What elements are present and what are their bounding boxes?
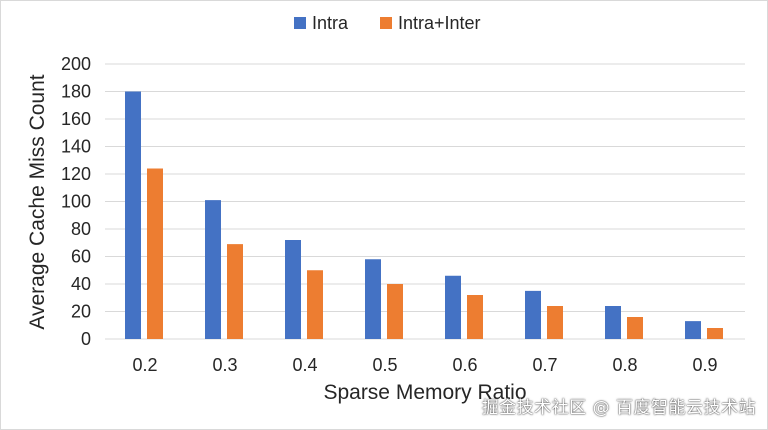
x-tick-label: 0.4 — [292, 355, 317, 375]
x-tick-label: 0.7 — [532, 355, 557, 375]
bars — [125, 91, 723, 339]
bar-intra-inter-0.7 — [547, 306, 563, 339]
bar-intra-0.4 — [285, 240, 301, 339]
legend: Intra Intra+Inter — [294, 13, 481, 33]
y-tick-label: 200 — [61, 54, 91, 74]
bar-intra-inter-0.6 — [467, 295, 483, 339]
y-tick-label: 180 — [61, 82, 91, 102]
x-tick-label: 0.6 — [452, 355, 477, 375]
x-tick-label: 0.5 — [372, 355, 397, 375]
bar-intra-inter-0.3 — [227, 244, 243, 339]
bar-intra-0.3 — [205, 200, 221, 339]
x-tick-label: 0.8 — [612, 355, 637, 375]
y-tick-label: 0 — [81, 329, 91, 349]
y-tick-label: 100 — [61, 192, 91, 212]
y-tick-label: 40 — [71, 274, 91, 294]
legend-label: Intra+Inter — [398, 13, 481, 33]
bar-intra-inter-0.2 — [147, 168, 163, 339]
x-tick-labels: 0.2 0.3 0.4 0.5 0.6 0.7 0.8 0.9 — [132, 355, 717, 375]
x-axis-label: Sparse Memory Ratio — [323, 381, 526, 404]
watermark: 掘金技术社区 @ 百度智能云技术站 — [481, 398, 756, 418]
x-tick-label: 0.3 — [212, 355, 237, 375]
bar-intra-0.2 — [125, 91, 141, 339]
bar-intra-0.6 — [445, 275, 461, 339]
y-tick-labels: 0 20 40 60 80 100 120 140 160 180 200 — [61, 54, 91, 349]
legend-swatch — [294, 17, 306, 29]
bar-intra-0.7 — [525, 290, 541, 339]
y-tick-label: 160 — [61, 109, 91, 129]
legend-swatch — [380, 17, 392, 29]
y-tick-label: 80 — [71, 219, 91, 239]
bar-intra-inter-0.9 — [707, 328, 723, 339]
y-tick-label: 60 — [71, 247, 91, 267]
legend-label: Intra — [312, 13, 349, 33]
bar-intra-0.8 — [605, 306, 621, 339]
bar-intra-0.5 — [365, 259, 381, 339]
gridlines — [105, 63, 745, 340]
x-tick-label: 0.9 — [692, 355, 717, 375]
y-axis-label: Average Cache Miss Count — [26, 74, 49, 329]
bar-intra-0.9 — [685, 321, 701, 339]
bar-intra-inter-0.5 — [387, 284, 403, 339]
y-tick-label: 120 — [61, 164, 91, 184]
bar-intra-inter-0.8 — [627, 317, 643, 339]
bar-intra-inter-0.4 — [307, 270, 323, 339]
y-tick-label: 20 — [71, 302, 91, 322]
y-tick-label: 140 — [61, 137, 91, 157]
x-tick-label: 0.2 — [132, 355, 157, 375]
